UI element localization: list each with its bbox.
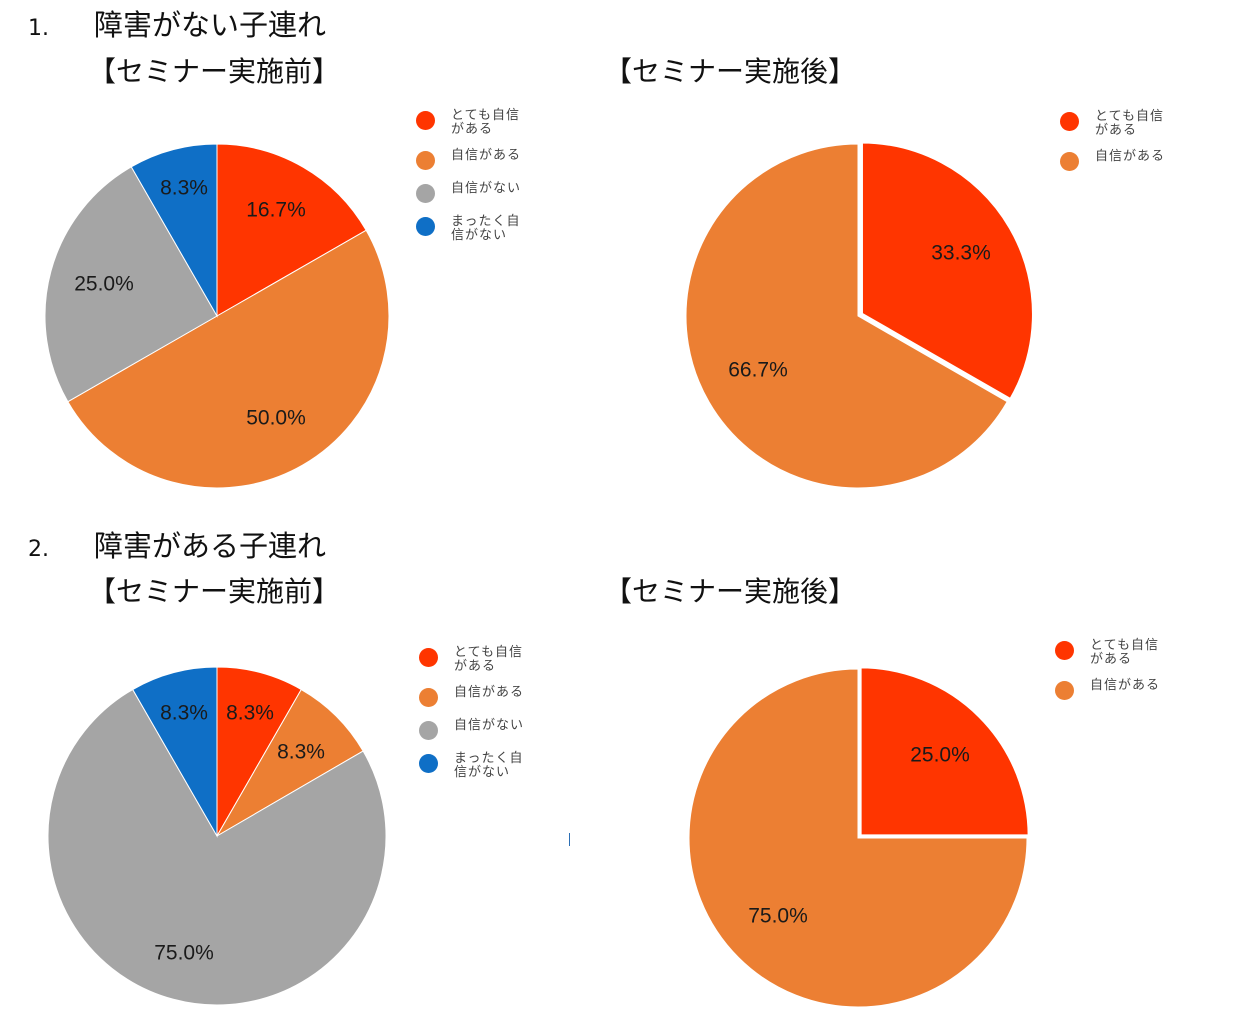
pie-slice (44, 166, 218, 403)
chart-title-before: 【セミナー実施前】 (88, 55, 341, 88)
chart-title-after: 【セミナー実施後】 (604, 55, 857, 88)
legend-marker (416, 151, 435, 170)
legend-2-before: とても自信がある 自信がある 自信がない まったく自信がない (419, 646, 532, 792)
pie-data-label: 8.3% (277, 741, 325, 764)
legend-label: まったく自信がない (454, 751, 524, 780)
pie-slice (132, 666, 218, 838)
pie-slice (859, 140, 1035, 402)
legend-marker (419, 754, 438, 773)
legend-item: 自信がある (419, 686, 532, 707)
legend-marker (1055, 681, 1074, 700)
section-title: 障害がない子連れ (94, 8, 327, 42)
legend-item: まったく自信がない (416, 215, 529, 243)
pie-data-label: 8.3% (226, 702, 274, 725)
pie-data-label: 25.0% (910, 744, 970, 767)
legend-label: とても自信がある (451, 108, 520, 137)
pie-slice (130, 143, 218, 318)
legend-label: とても自信がある (454, 645, 523, 674)
pie-data-label: 75.0% (748, 905, 808, 928)
pie-slice (685, 143, 1008, 489)
pie-data-label: 33.3% (931, 242, 991, 265)
pie-slice (215, 688, 364, 838)
legend-marker (416, 217, 435, 236)
legend-label: 自信がない (454, 718, 525, 733)
legend-1-before: とても自信がある 自信がある 自信がない まったく自信がない (416, 109, 529, 255)
section-number: 1. (28, 16, 49, 41)
legend-marker (419, 688, 438, 707)
pie-data-label: 8.3% (160, 702, 208, 725)
pie-slice (47, 688, 387, 1006)
section-heading-2: 2. 障害がある子連れ (28, 523, 326, 565)
pie-chart-1-after: 33.3% 66.7% (685, 140, 1035, 489)
pie-chart-1-before: 16.7% 50.0% 25.0% 8.3% (44, 143, 390, 489)
section-heading-1: 1. 障害がない子連れ (28, 2, 326, 44)
legend-item: 自信がある (1055, 679, 1168, 700)
legend-label: 自信がある (454, 685, 525, 700)
section-title: 障害がある子連れ (94, 529, 327, 563)
legend-item: まったく自信がない (419, 752, 532, 780)
legend-item: とても自信がある (1060, 110, 1173, 138)
pie-data-label: 75.0% (154, 942, 214, 965)
legend-marker (1055, 641, 1074, 660)
legend-marker (416, 111, 435, 130)
pie-data-label: 25.0% (74, 273, 134, 296)
legend-marker (419, 648, 438, 667)
pie-chart-2-before: 8.3%8.3%75.0%8.3% (47, 666, 387, 1006)
pie-slice (216, 666, 302, 838)
legend-marker (419, 721, 438, 740)
legend-marker (416, 184, 435, 203)
legend-label: 自信がある (1095, 149, 1166, 164)
legend-item: 自信がある (1060, 150, 1173, 171)
pie-slice (858, 665, 1031, 838)
legend-marker (1060, 112, 1079, 131)
pie-slice (67, 229, 390, 489)
legend-item: 自信がない (419, 719, 532, 740)
legend-label: とても自信がある (1090, 638, 1159, 667)
legend-item: 自信がない (416, 182, 529, 203)
pie-slice (216, 143, 367, 317)
pie-data-label: 16.7% (246, 199, 306, 222)
legend-label: まったく自信がない (451, 214, 521, 243)
chart-title-before: 【セミナー実施前】 (88, 575, 341, 608)
legend-label: 自信がある (451, 148, 522, 163)
stray-mark (569, 833, 570, 846)
legend-1-after: とても自信がある 自信がある (1060, 110, 1173, 183)
legend-label: とても自信がある (1095, 109, 1164, 138)
pie-chart-2-after: 25.0% 75.0% (688, 665, 1031, 1008)
legend-item: 自信がある (416, 149, 529, 170)
legend-item: とても自信がある (419, 646, 532, 674)
pie-slice (688, 668, 1028, 1008)
legend-marker (1060, 152, 1079, 171)
pie-data-label: 8.3% (160, 177, 208, 200)
legend-label: 自信がない (451, 181, 522, 196)
legend-label: 自信がある (1090, 678, 1161, 693)
legend-2-after: とても自信がある 自信がある (1055, 639, 1168, 712)
legend-item: とても自信がある (1055, 639, 1168, 667)
section-number: 2. (28, 537, 49, 562)
chart-title-after: 【セミナー実施後】 (604, 575, 857, 608)
legend-item: とても自信がある (416, 109, 529, 137)
pie-data-label: 66.7% (728, 359, 788, 382)
pie-data-label: 50.0% (246, 407, 306, 430)
